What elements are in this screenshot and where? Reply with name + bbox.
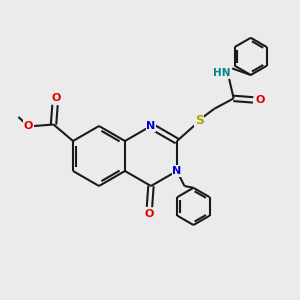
Text: O: O: [145, 208, 154, 219]
Text: N: N: [172, 166, 182, 176]
Text: N: N: [146, 121, 156, 131]
Text: O: O: [23, 121, 33, 131]
Text: O: O: [52, 93, 61, 103]
Text: O: O: [255, 95, 264, 105]
Text: HN: HN: [213, 68, 230, 78]
Text: S: S: [195, 113, 204, 127]
